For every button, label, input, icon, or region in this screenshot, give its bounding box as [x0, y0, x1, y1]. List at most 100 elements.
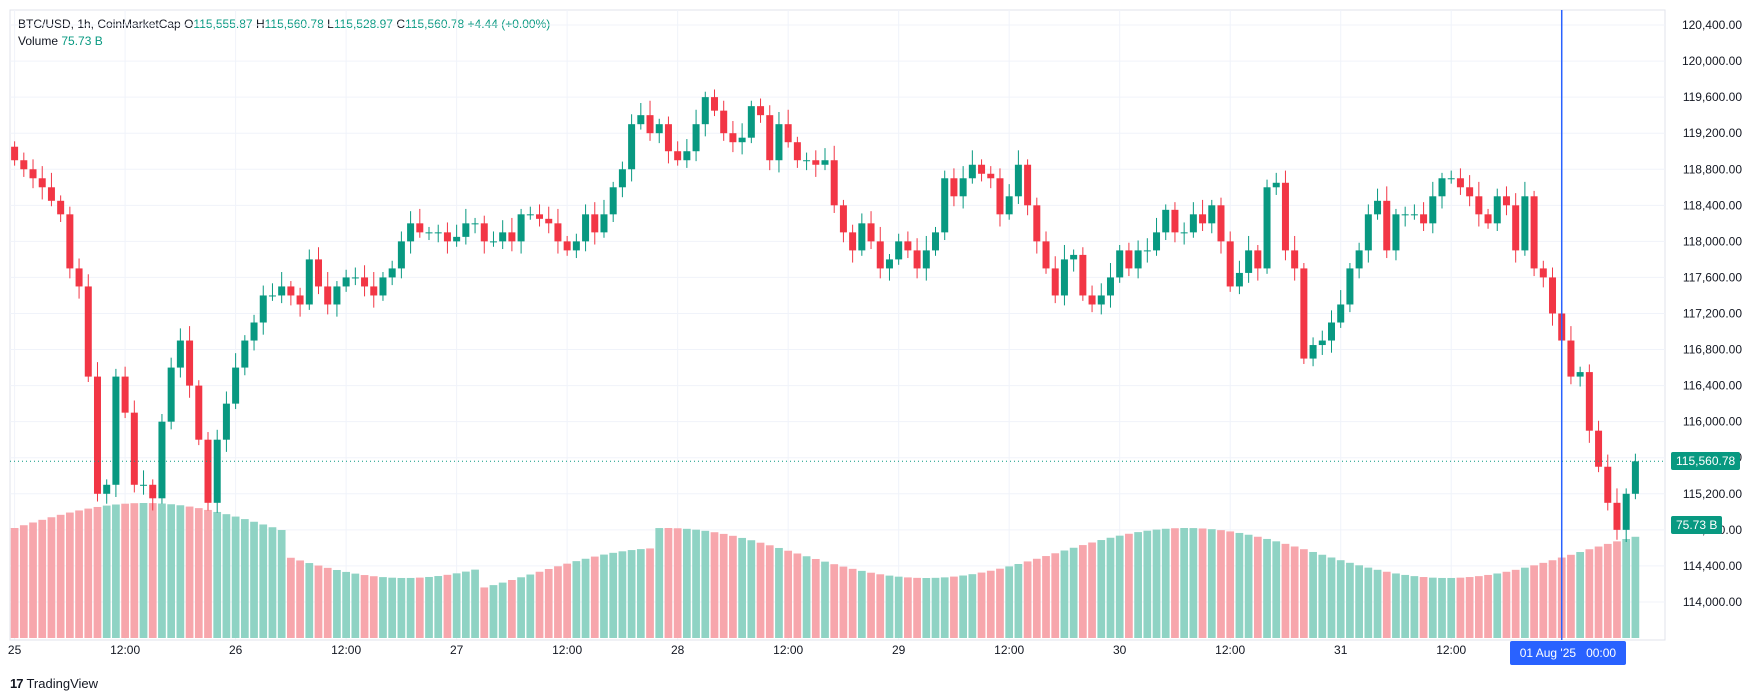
candle-body — [1475, 196, 1483, 215]
candle-body — [407, 223, 415, 242]
candle-body — [1005, 196, 1013, 215]
symbol-label[interactable]: BTC/USD, 1h, CoinMarketCap — [18, 17, 181, 31]
volume-label[interactable]: Volume — [18, 34, 59, 48]
volume-bar — [287, 557, 295, 638]
volume-bar — [176, 505, 185, 638]
candle-body — [1060, 259, 1068, 296]
candle-body — [1097, 295, 1105, 305]
x-tick-label: 25 — [8, 643, 22, 657]
y-tick-label: 117,200.00 — [1683, 306, 1742, 320]
volume-bar — [738, 537, 746, 638]
candle-body — [287, 286, 295, 296]
volume-bar — [213, 511, 222, 638]
volume-bar — [710, 532, 719, 638]
candle-body — [296, 295, 304, 305]
volume-bar — [480, 587, 489, 638]
volume-bar — [821, 561, 829, 638]
x-tick-label: 12:00 — [1436, 643, 1466, 657]
volume-bar — [1244, 534, 1253, 638]
volume-bar — [406, 577, 415, 638]
volume-bar — [240, 519, 249, 638]
volume-bar — [968, 574, 977, 638]
volume-bar — [904, 577, 912, 638]
candle-body — [987, 173, 995, 179]
volume-bar — [627, 550, 636, 638]
candle-body — [517, 214, 525, 242]
candle-body — [471, 223, 479, 225]
volume-bar — [1014, 563, 1023, 638]
candle-body — [222, 403, 230, 440]
candle-body — [1530, 196, 1538, 269]
candle-body — [112, 376, 120, 485]
x-tick-label: 12:00 — [1215, 643, 1245, 657]
candle-body — [1346, 268, 1354, 305]
y-tick-label: 115,200.00 — [1683, 487, 1742, 501]
volume-bar — [876, 574, 885, 638]
candle-body — [1042, 241, 1050, 269]
candle-body — [370, 286, 378, 296]
volume-bar — [1465, 577, 1474, 638]
volume-bar — [351, 573, 360, 638]
volume-bar — [673, 528, 682, 638]
volume-bar — [1198, 528, 1207, 638]
volume-bar — [1502, 571, 1511, 638]
y-tick-label: 114,000.00 — [1683, 595, 1742, 609]
volume-tag: 75.73 B — [1671, 516, 1723, 534]
candle-body — [1079, 254, 1087, 296]
candle-body — [913, 250, 921, 269]
volume-bar — [65, 512, 74, 638]
candle-body — [397, 241, 405, 269]
candle-body — [1291, 250, 1299, 269]
candle-body — [1180, 232, 1188, 234]
volume-bar — [1281, 543, 1290, 638]
volume-bar — [148, 503, 157, 638]
tradingview-brand[interactable]: 17 TradingView — [10, 676, 98, 691]
candle-body — [701, 97, 709, 125]
crosshair-time-label: 01 Aug '25 00:00 — [1509, 641, 1627, 665]
tradingview-logo-icon: 17 — [10, 676, 24, 691]
volume-bar — [1484, 574, 1492, 638]
volume-bar — [130, 503, 139, 638]
candle-body — [1447, 178, 1455, 180]
volume-value: 75.73 B — [61, 34, 103, 48]
candle-body — [885, 259, 893, 269]
volume-bar — [185, 506, 194, 638]
volume-bar — [894, 576, 903, 638]
volume-bar — [765, 545, 774, 638]
candle-body — [1272, 182, 1280, 188]
volume-bar — [84, 508, 93, 638]
volume-bar — [655, 528, 664, 638]
volume-bar — [1207, 529, 1216, 638]
candle-body — [1604, 466, 1612, 503]
candle-body — [1014, 164, 1022, 197]
volume-bar — [1134, 532, 1142, 638]
volume-bar — [1567, 554, 1575, 638]
candle-body — [1254, 250, 1262, 269]
volume-bar — [848, 568, 857, 638]
candle-body — [609, 187, 617, 215]
volume-bar — [379, 577, 387, 638]
x-tick-label: 12:00 — [552, 643, 582, 657]
volume-bar — [250, 521, 258, 638]
high-value: 115,560.78 — [264, 17, 324, 31]
candle-body — [158, 421, 166, 499]
volume-bar — [1438, 577, 1446, 638]
volume-bar — [1060, 550, 1069, 638]
volume-bar — [489, 585, 498, 638]
candle-body — [121, 376, 129, 413]
candle-body — [1125, 250, 1133, 269]
candle-body — [167, 367, 175, 422]
y-tick-label: 116,800.00 — [1683, 343, 1742, 357]
candle-body — [305, 259, 313, 305]
candle-body — [793, 142, 801, 161]
candle-body — [351, 277, 359, 279]
volume-bar — [112, 504, 120, 638]
volume-bar — [609, 552, 618, 638]
volume-bar — [296, 560, 304, 638]
volume-bar — [19, 525, 28, 638]
candle-body — [1116, 250, 1124, 278]
volume-bar — [885, 575, 894, 638]
y-tick-label: 116,000.00 — [1683, 415, 1742, 429]
candle-body — [499, 232, 507, 242]
